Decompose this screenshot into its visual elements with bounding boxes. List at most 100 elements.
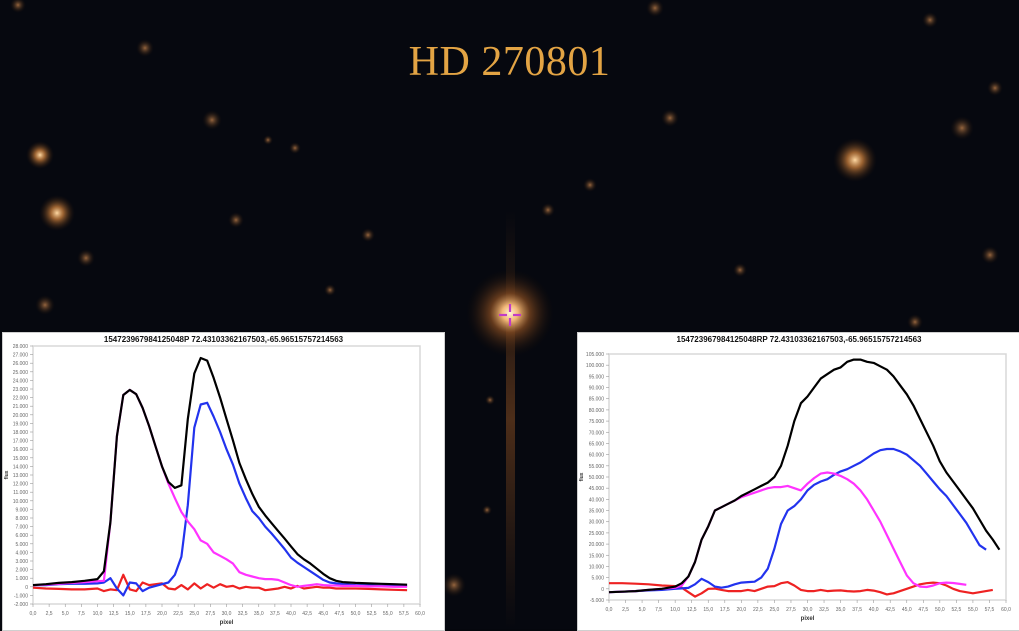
x-tick-label: 27,5: [206, 611, 216, 617]
x-axis-label: pixel: [801, 616, 815, 622]
y-tick-label: 8.000: [15, 516, 28, 522]
y-tick-label: 19.000: [13, 421, 29, 427]
y-tick-label: 2.000: [15, 568, 28, 574]
y-tick-label: 7.000: [15, 525, 28, 531]
y-tick-label: 55.000: [589, 464, 605, 470]
y-tick-label: 24.000: [13, 378, 29, 384]
x-tick-label: 37,5: [852, 607, 862, 613]
y-tick-label: 60.000: [589, 453, 605, 459]
y-tick-label: 11.000: [13, 490, 28, 496]
series-line-red: [32, 573, 408, 593]
chart-title: 154723967984125048P 72.43103362167503,-6…: [103, 335, 344, 344]
y-tick-label: 0: [25, 585, 28, 591]
y-tick-label: 14.000: [13, 464, 29, 470]
x-tick-label: 60,0: [1001, 607, 1011, 613]
x-tick-label: 0,0: [30, 611, 37, 617]
y-tick-label: 65.000: [589, 441, 605, 447]
x-tick-label: 55,0: [968, 607, 978, 613]
chart-plot: -5.000 0 5.000 10.000 15.000 20.000 25.000 30.0…: [579, 352, 1011, 622]
x-tick-label: 42,5: [885, 607, 895, 613]
x-tick-label: 55,0: [383, 611, 393, 617]
y-tick-label: 0: [601, 587, 604, 593]
y-tick-label: 20.000: [13, 413, 29, 419]
x-tick-label: 15,0: [125, 611, 135, 617]
y-tick-label: 21.000: [13, 404, 29, 410]
x-tick-label: 60,0: [415, 611, 425, 617]
y-tick-label: 28.000: [13, 344, 29, 350]
x-tick-label: 32,5: [238, 611, 248, 617]
y-tick-label: 100.000: [586, 363, 604, 369]
y-tick-label: 4.000: [15, 550, 28, 556]
x-tick-label: 27,5: [786, 607, 796, 613]
y-tick-label: 25.000: [589, 531, 605, 537]
y-tick-label: -1.000: [14, 593, 28, 599]
y-tick-label: 22.000: [13, 396, 29, 402]
x-tick-label: 5,0: [639, 607, 646, 613]
y-tick-label: 5.000: [591, 576, 604, 582]
chart-plot: -2.000 -1.000 0 1.000 2.000 3.000 4.000 5.000 6.…: [4, 344, 425, 626]
x-tick-label: 2,5: [622, 607, 629, 613]
y-tick-label: 80.000: [589, 408, 605, 414]
x-tick-label: 2,5: [46, 611, 53, 617]
y-tick-label: 10.000: [13, 499, 29, 505]
series-line-blue: [608, 447, 987, 594]
x-tick-label: 25,0: [189, 611, 199, 617]
x-tick-label: 40,0: [286, 611, 296, 617]
x-tick-label: 20,0: [157, 611, 167, 617]
x-tick-label: 7,5: [78, 611, 85, 617]
series-line-blue: [33, 401, 408, 597]
x-tick-label: 52,5: [367, 611, 377, 617]
y-tick-label: 75.000: [589, 419, 605, 425]
y-tick-label: 50.000: [589, 475, 605, 481]
y-tick-label: 70.000: [589, 430, 605, 436]
chart-title: 154723967984125048RP 72.43103362167503,-…: [676, 335, 922, 344]
x-tick-label: 17,5: [141, 611, 151, 617]
x-tick-label: 22,5: [753, 607, 763, 613]
y-tick-label: 10.000: [589, 564, 605, 570]
y-tick-label: 16.000: [13, 447, 29, 453]
y-tick-label: -5.000: [590, 598, 604, 604]
y-tick-label: 85.000: [589, 397, 605, 403]
x-tick-label: 32,5: [819, 607, 829, 613]
x-tick-label: 25,0: [770, 607, 780, 613]
x-tick-label: 0,0: [606, 607, 613, 613]
x-tick-label: 40,0: [869, 607, 879, 613]
y-tick-label: 23.000: [13, 387, 29, 393]
y-axis-label: flux: [4, 470, 10, 479]
y-tick-label: 17.000: [13, 439, 29, 445]
x-tick-label: 35,0: [254, 611, 264, 617]
y-tick-label: 18.000: [13, 430, 29, 436]
x-tick-label: 5,0: [62, 611, 69, 617]
x-tick-label: 50,0: [935, 607, 945, 613]
x-tick-label: 47,5: [335, 611, 345, 617]
y-tick-label: 15.000: [589, 553, 605, 559]
y-axis-label: flux: [579, 472, 585, 481]
x-tick-label: 37,5: [270, 611, 280, 617]
y-tick-label: 6.000: [15, 533, 28, 539]
y-tick-label: 5.000: [15, 542, 28, 548]
y-tick-label: 30.000: [589, 520, 605, 526]
x-tick-label: 12,5: [109, 611, 119, 617]
series-line-red: [609, 581, 993, 598]
y-tick-label: -2.000: [14, 602, 28, 608]
x-tick-label: 22,5: [173, 611, 183, 617]
x-tick-label: 30,0: [222, 611, 232, 617]
y-tick-label: 25.000: [13, 370, 29, 376]
x-tick-label: 52,5: [952, 607, 962, 613]
y-tick-label: 13.000: [13, 473, 29, 479]
x-tick-label: 42,5: [302, 611, 312, 617]
x-tick-label: 47,5: [918, 607, 928, 613]
x-tick-label: 17,5: [720, 607, 730, 613]
y-tick-label: 27.000: [13, 353, 29, 359]
x-axis-label: pixel: [220, 620, 234, 626]
y-tick-label: 35.000: [589, 509, 605, 515]
y-tick-label: 1.000: [15, 576, 28, 582]
y-tick-label: 45.000: [589, 486, 605, 492]
y-tick-label: 40.000: [589, 497, 605, 503]
y-tick-label: 20.000: [589, 542, 605, 548]
plot-area: [32, 345, 421, 605]
x-tick-label: 12,5: [687, 607, 697, 613]
x-tick-label: 10,0: [93, 611, 103, 617]
x-tick-label: 35,0: [836, 607, 846, 613]
x-tick-label: 45,0: [318, 611, 328, 617]
